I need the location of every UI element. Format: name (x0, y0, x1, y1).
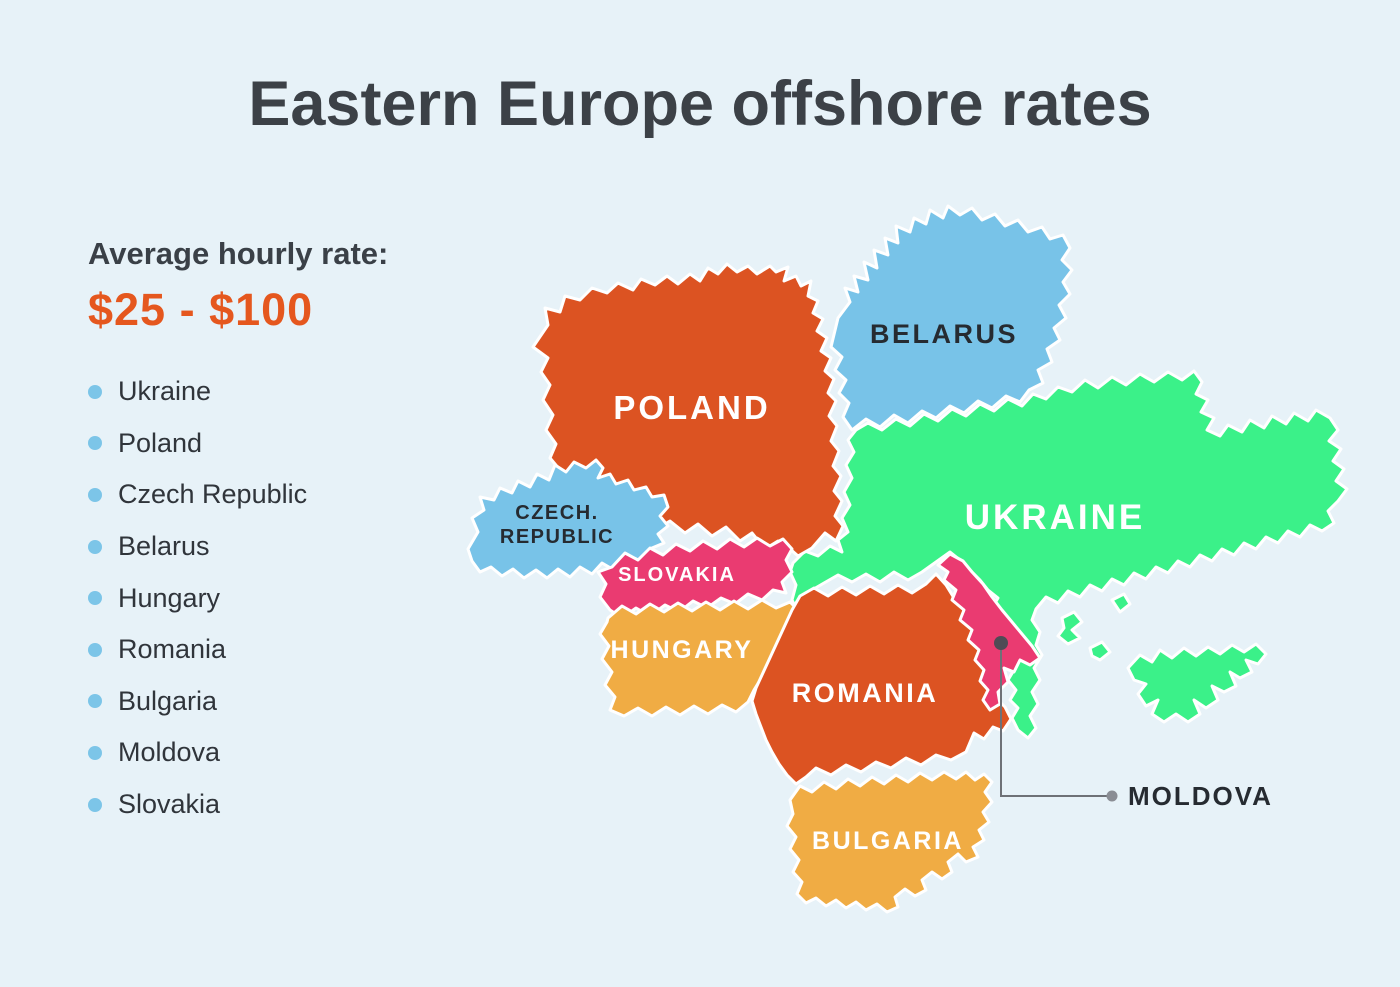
list-item: Ukraine (88, 366, 488, 418)
page-title: Eastern Europe offshore rates (248, 69, 1152, 139)
country-name: Romania (118, 634, 227, 665)
romania-label: ROMANIA (792, 678, 939, 708)
poland-label: POLAND (613, 389, 770, 426)
list-item: Bulgaria (88, 676, 488, 728)
bullet-dot-icon (88, 539, 102, 554)
moldova-region (936, 552, 1042, 712)
romania-region (750, 572, 1013, 786)
country-name: Poland (118, 427, 203, 458)
moldova-callout: MOLDOVA (994, 636, 1273, 811)
country-list: Ukraine Poland Czech Republic Belarus Hu… (88, 366, 488, 830)
coastal-islet (1110, 592, 1132, 614)
bulgaria-label: BULGARIA (812, 827, 964, 855)
country-name: Ukraine (118, 376, 212, 407)
country-name: Bulgaria (118, 685, 218, 716)
hungary-label: HUNGARY (611, 636, 754, 664)
czech-republic-region (466, 458, 670, 580)
crimea-region (1126, 642, 1268, 724)
czech-label-line2: REPUBLIC (500, 526, 614, 548)
list-item: Moldova (88, 727, 488, 779)
bullet-dot-icon (88, 591, 102, 606)
bullet-dot-icon (88, 642, 102, 657)
rate-value: $25 - $100 (88, 284, 314, 335)
list-item: Poland (88, 418, 488, 470)
callout-anchor-dot (994, 636, 1008, 650)
czech-label-line1: CZECH. (515, 502, 598, 524)
bullet-dot-icon (88, 797, 102, 812)
bullet-dot-icon (88, 384, 102, 399)
slovakia-label: SLOVAKIA (618, 564, 736, 586)
bullet-dot-icon (88, 694, 102, 709)
country-name: Hungary (118, 582, 221, 613)
bullet-dot-icon (88, 745, 102, 760)
belarus-label: BELARUS (870, 319, 1018, 349)
country-shapes (466, 204, 1349, 914)
country-name: Slovakia (118, 789, 221, 820)
list-item: Slovakia (88, 779, 488, 831)
bullet-dot-icon (88, 487, 102, 502)
bulgaria-region (785, 770, 994, 914)
rate-panel: Average hourly rate: $25 - $100 Ukraine … (88, 236, 488, 830)
country-name: Moldova (118, 737, 221, 768)
rate-label: Average hourly rate: (88, 236, 389, 271)
slovakia-region (596, 536, 794, 620)
callout-line (1000, 643, 1112, 797)
bullet-dot-icon (88, 436, 102, 451)
coastal-islet (1056, 610, 1084, 646)
ukraine-label: UKRAINE (965, 498, 1145, 537)
country-name: Belarus (118, 531, 210, 562)
moldova-label: MOLDOVA (1128, 781, 1273, 811)
country-labels: POLAND BELARUS UKRAINE CZECH. REPUBLIC S… (500, 319, 1145, 855)
list-item: Belarus (88, 521, 488, 573)
country-name: Czech Republic (118, 479, 308, 510)
list-item: Romania (88, 624, 488, 676)
callout-end-dot (1106, 790, 1118, 802)
coastal-islet (1088, 640, 1112, 662)
belarus-region (829, 204, 1074, 432)
list-item: Hungary (88, 572, 488, 624)
list-item: Czech Republic (88, 469, 488, 521)
